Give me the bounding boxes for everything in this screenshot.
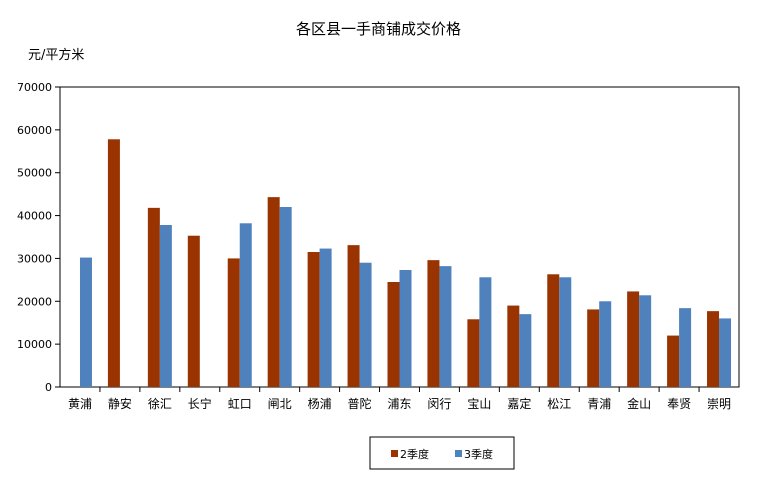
y-tick-label: 50000 (17, 167, 52, 180)
bar-q2 (547, 274, 560, 387)
bar-q2 (427, 260, 440, 387)
x-tick-label: 奉贤 (667, 397, 691, 411)
y-tick-label: 40000 (17, 210, 52, 223)
x-tick-label: 黄浦 (68, 397, 92, 411)
x-tick-label: 普陀 (348, 396, 372, 411)
bar-q2 (707, 311, 720, 387)
x-tick-label: 长宁 (188, 396, 212, 411)
y-axis: 0 10000 20000 30000 40000 50000 60000 70000 (17, 81, 60, 394)
bar-q2 (587, 309, 600, 387)
x-tick-label: 崇明 (707, 397, 731, 411)
x-tick-label: 嘉定 (507, 396, 531, 411)
bar-q2 (307, 252, 320, 387)
bar-q2 (347, 245, 360, 387)
x-tick-label: 松江 (547, 397, 571, 411)
y-tick-label: 60000 (17, 124, 52, 137)
bar-q3 (559, 277, 572, 387)
bar-q2 (147, 207, 160, 387)
legend-label: 2季度 (400, 447, 429, 461)
bar-q2 (507, 305, 520, 387)
bar-q3 (79, 257, 92, 387)
bar-q3 (439, 266, 452, 387)
bars (79, 139, 732, 387)
bar-q2 (107, 139, 120, 387)
bar-q2 (267, 197, 280, 387)
x-tick-label: 宝山 (467, 397, 491, 411)
legend-swatch-q3 (455, 450, 462, 457)
x-tick-label: 杨浦 (308, 396, 332, 411)
y-tick-label: 70000 (17, 81, 52, 94)
x-tick-label: 闵行 (427, 396, 451, 411)
bar-q2 (627, 291, 640, 387)
x-tick-label: 金山 (627, 396, 651, 411)
bar-q2 (387, 282, 400, 387)
bar-q3 (279, 207, 292, 387)
bar-q3 (159, 225, 172, 387)
legend-swatch-q2 (391, 450, 398, 457)
x-axis: 黄浦 静安 徐汇 长宁 虹口 闸北 杨浦 普陀 浦东 闵行 宝山 嘉定 松江 青浦 金山 奉贤 崇明 (68, 387, 731, 411)
bar-q3 (519, 314, 532, 387)
x-tick-label: 徐汇 (148, 396, 172, 411)
x-tick-label: 浦东 (387, 397, 411, 411)
bar-q2 (467, 319, 480, 387)
chart-title: 各区县一手商铺成交价格 (295, 20, 461, 38)
y-tick-label: 30000 (17, 252, 52, 265)
bar-q3 (679, 308, 692, 387)
bar-q3 (599, 301, 612, 387)
bar-q2 (667, 335, 680, 387)
bar-q3 (319, 248, 332, 387)
y-tick-label: 0 (45, 381, 52, 394)
x-tick-label: 闸北 (268, 397, 292, 411)
y-tick-label: 10000 (17, 338, 52, 351)
x-tick-label: 静安 (108, 396, 132, 411)
bar-q3 (719, 318, 732, 387)
y-axis-label: 元/平方米 (28, 48, 85, 63)
x-tick-label: 虹口 (228, 397, 252, 411)
y-tick-label: 20000 (17, 295, 52, 308)
bar-q3 (239, 223, 252, 387)
legend-label: 3季度 (464, 447, 493, 461)
bar-q2 (227, 258, 240, 387)
bar-q3 (399, 270, 412, 387)
bar-q3 (639, 295, 652, 387)
x-tick-label: 青浦 (587, 397, 611, 411)
bar-q2 (187, 235, 200, 387)
bar-q3 (479, 277, 492, 387)
legend: 2季度 3季度 (369, 436, 515, 470)
bar-q3 (359, 262, 372, 387)
